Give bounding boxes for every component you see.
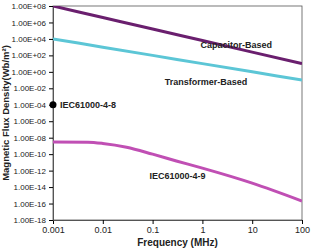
y-tick: 1.00E-02	[14, 84, 53, 93]
x-tick-label: 0.001	[42, 225, 65, 235]
y-tick-label: 1.00E-04	[14, 101, 47, 110]
x-tick-label: 1	[200, 225, 205, 235]
x-axis-title: Frequency (MHz)	[137, 237, 218, 248]
y-tick-label: 1.00E+04	[12, 35, 47, 44]
y-tick-mark	[49, 154, 53, 155]
series-label: IEC61000-4-8	[60, 100, 116, 110]
y-tick-label: 1.00E-14	[14, 183, 47, 192]
y-tick-mark	[49, 187, 53, 188]
y-tick: 1.00E-18	[14, 216, 53, 225]
x-tick-label: 10	[248, 225, 258, 235]
x-tick-label: 100	[295, 225, 310, 235]
x-tick-mark	[302, 220, 303, 224]
y-axis-title: Magnetic Flux Density(Wb/m²)	[0, 45, 11, 181]
y-tick: 1.00E-06	[14, 117, 53, 126]
x-tick: 10	[248, 220, 258, 235]
series-line	[53, 6, 302, 64]
y-tick: 1.00E-14	[14, 183, 53, 192]
y-tick-mark	[49, 22, 53, 23]
y-tick-mark	[49, 72, 53, 73]
y-tick-label: 1.00E+06	[12, 19, 47, 28]
y-tick-label: 1.00E-08	[14, 134, 47, 143]
lines	[53, 6, 302, 201]
points	[50, 101, 57, 108]
y-tick-label: 1.00E-18	[14, 216, 47, 225]
x-tick: 100	[295, 220, 310, 235]
series-line	[53, 39, 302, 80]
y-tick-label: 1.00E-10	[14, 150, 47, 159]
y-tick-mark	[49, 55, 53, 56]
x-axis: 0.001 0.01 0.1 1 10 100	[42, 220, 310, 235]
series-labels: Capacitor-Based Transformer-Based IEC61000…	[60, 40, 272, 182]
y-tick: 1.00E-12	[14, 167, 53, 176]
y-tick-mark	[49, 138, 53, 139]
y-tick-mark	[49, 220, 53, 221]
y-tick: 1.00E-10	[14, 150, 53, 159]
y-tick: 1.00E+04	[12, 35, 53, 44]
y-tick-label: 1.00E+02	[12, 51, 47, 60]
y-tick: 1.00E-16	[14, 200, 53, 209]
x-tick-mark	[153, 220, 154, 224]
y-tick-mark	[49, 39, 53, 40]
x-tick-label: 0.1	[147, 225, 160, 235]
x-tick-mark	[252, 220, 253, 224]
y-tick-label: 1.00E-06	[14, 117, 47, 126]
series-point	[50, 101, 57, 108]
y-tick-label: 1.00E+08	[12, 2, 47, 11]
x-axis-line	[54, 221, 303, 225]
y-tick-mark	[49, 88, 53, 89]
plot-frame	[53, 6, 302, 220]
y-axis: 1.00E+08 1.00E+06 1.00E+04 1.00E+02 1.00E+00…	[12, 2, 54, 225]
y-tick-mark	[49, 6, 53, 7]
x-tick: 0.01	[95, 220, 113, 235]
x-tick: 1	[200, 220, 205, 235]
series-label: IEC61000-4-9	[149, 171, 205, 181]
y-tick-label: 1.00E+00	[12, 68, 47, 77]
y-tick-mark	[49, 121, 53, 122]
y-tick-mark	[49, 204, 53, 205]
y-tick: 1.00E-08	[14, 134, 53, 143]
x-tick: 0.1	[147, 220, 160, 235]
plot: 0.0010.010.11101001.00E+081.00E+061.00E+…	[12, 2, 311, 235]
y-tick: 1.00E+08	[12, 2, 53, 11]
y-tick-label: 1.00E-16	[14, 200, 47, 209]
y-tick-mark	[49, 171, 53, 172]
y-tick-label: 1.00E-12	[14, 167, 47, 176]
series-label: Capacitor-Based	[201, 40, 273, 50]
y-tick: 1.00E+06	[12, 19, 53, 28]
series-label: Transformer-Based	[165, 77, 248, 87]
x-tick-label: 0.01	[95, 225, 113, 235]
series-line	[53, 142, 302, 201]
y-tick: 1.00E+00	[12, 68, 53, 77]
x-tick-mark	[202, 220, 203, 224]
y-tick-label: 1.00E-02	[14, 84, 47, 93]
y-tick: 1.00E+02	[12, 51, 53, 60]
x-tick-mark	[103, 220, 104, 224]
chart: 0.0010.010.11101001.00E+081.00E+061.00E+…	[0, 0, 316, 250]
y-axis-line	[49, 7, 54, 221]
y-tick: 1.00E-04	[14, 101, 53, 110]
